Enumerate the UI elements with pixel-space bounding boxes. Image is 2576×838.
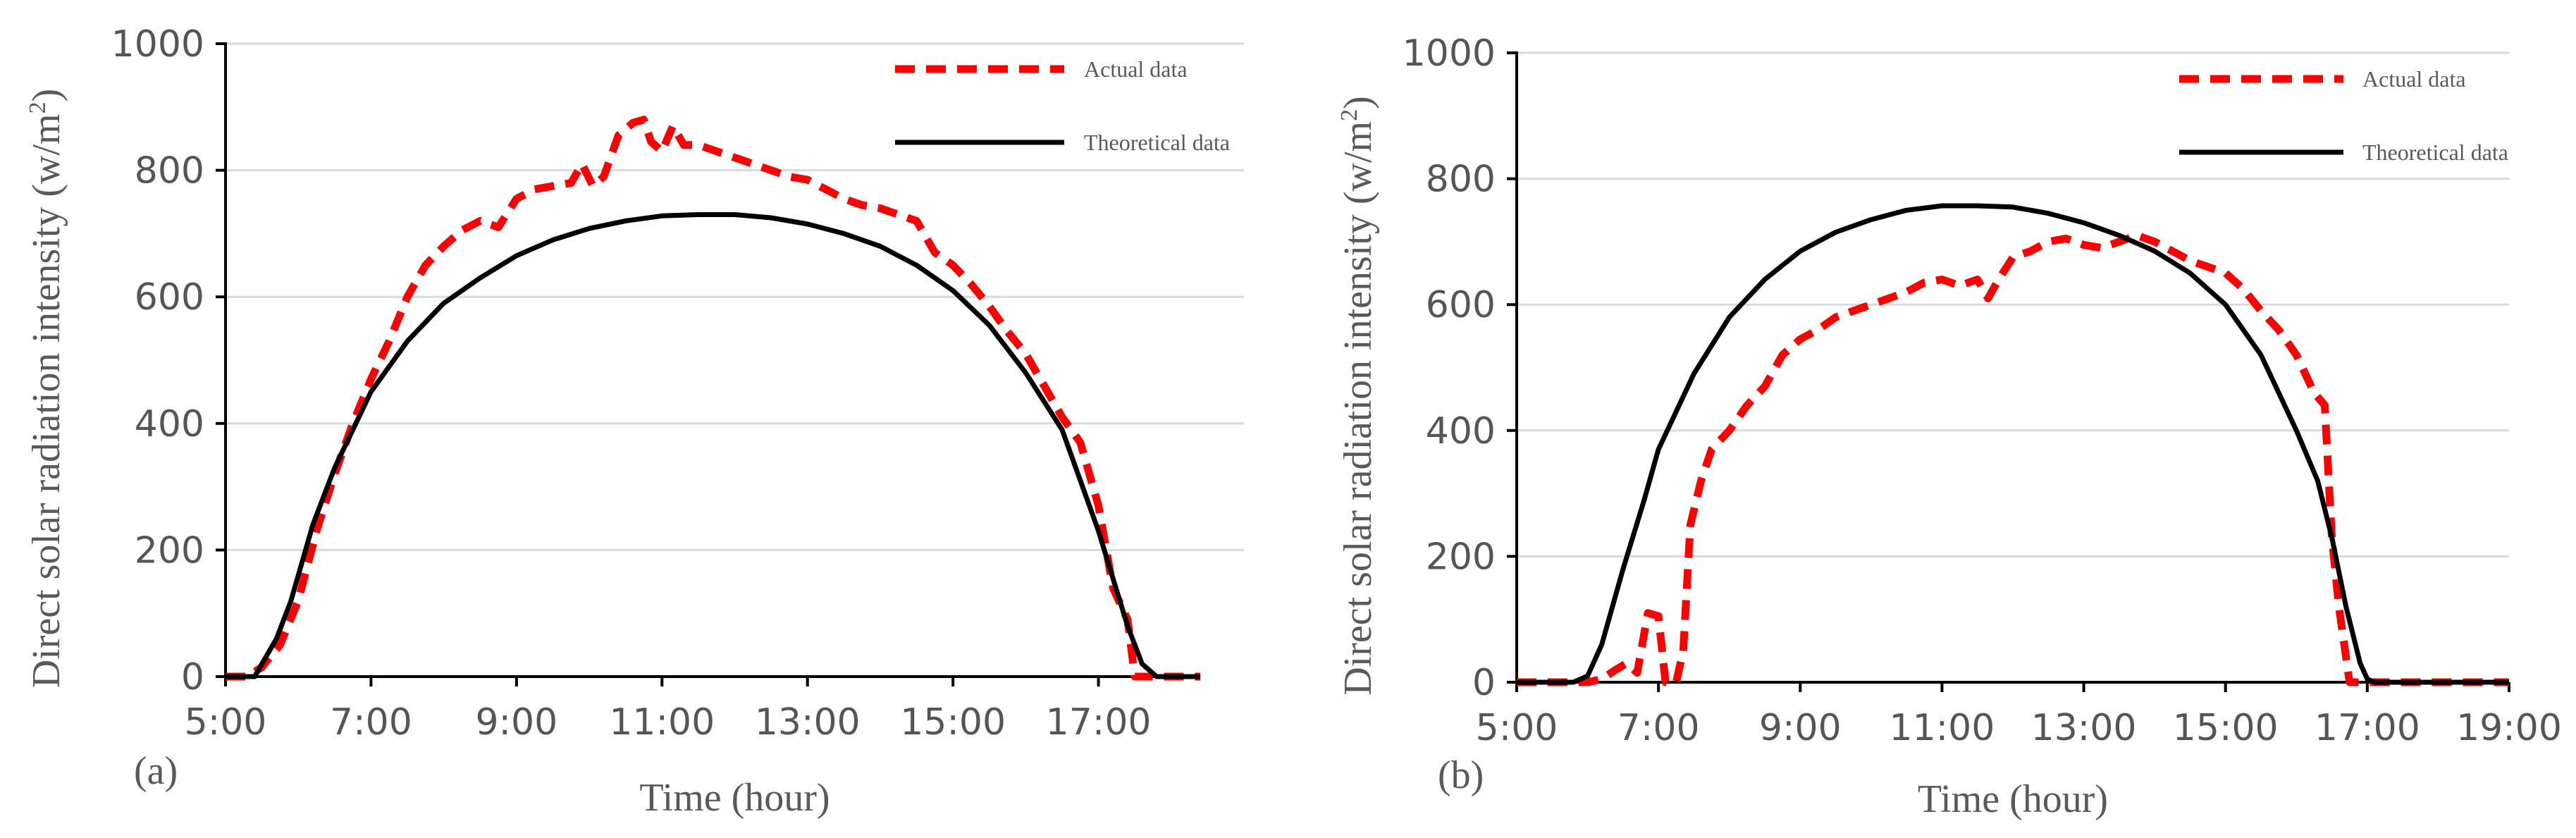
chart-panel-a: 0 200 400 600 800 1000 5:00 7:00 9:00 11:00 13:00 1… bbox=[25, 23, 1244, 820]
series-line-theoretical bbox=[1517, 203, 2509, 685]
x-tick-label: 11:00 bbox=[1889, 707, 1995, 749]
y-tick-label: 400 bbox=[1426, 410, 1496, 452]
x-tick-label: 13:00 bbox=[755, 701, 861, 744]
x-tick-label: 19:00 bbox=[2456, 707, 2562, 749]
x-tick-label: 9:00 bbox=[475, 701, 557, 744]
x-tick-label: 17:00 bbox=[2315, 707, 2420, 749]
legend: Actual data Theoretical data bbox=[2179, 66, 2508, 165]
legend-label-actual: Actual data bbox=[2362, 66, 2466, 92]
x-tick-label: 7:00 bbox=[1617, 707, 1700, 749]
y-tick-label: 1000 bbox=[111, 23, 204, 66]
series-line-actual bbox=[1517, 231, 2509, 686]
x-axis-title: Time (hour) bbox=[1918, 777, 2108, 821]
x-tick-label: 15:00 bbox=[2173, 707, 2279, 749]
y-tick-label: 200 bbox=[135, 529, 204, 572]
panel-label: (b) bbox=[1438, 753, 1484, 797]
x-tick-label: 15:00 bbox=[900, 701, 1006, 744]
series-line-theoretical bbox=[226, 212, 1201, 679]
legend-label-theoretical: Theoretical data bbox=[2362, 140, 2508, 165]
y-axis-title: Direct solar radiation intensity (w/m2) bbox=[25, 89, 68, 689]
x-tick-label: 5:00 bbox=[185, 701, 267, 744]
series-line-actual bbox=[226, 116, 1201, 681]
y-tick-label: 800 bbox=[1426, 159, 1496, 201]
y-tick-label: 200 bbox=[1426, 536, 1496, 578]
y-tick-label: 800 bbox=[135, 150, 204, 192]
legend-label-actual: Actual data bbox=[1084, 56, 1188, 82]
x-tick-label: 11:00 bbox=[609, 701, 715, 744]
y-tick-label: 600 bbox=[135, 276, 204, 319]
chart-panel-b: 0 200 400 600 800 1000 5:00 7:00 9:00 11:00 13:00 1… bbox=[1336, 32, 2562, 821]
x-tick-label: 5:00 bbox=[1476, 707, 1558, 749]
panel-label: (a) bbox=[134, 749, 178, 793]
legend: Actual data Theoretical data bbox=[895, 56, 1230, 155]
y-tick-label: 0 bbox=[181, 656, 204, 698]
legend-label-theoretical: Theoretical data bbox=[1084, 130, 1230, 155]
y-tick-label: 0 bbox=[1472, 662, 1496, 704]
y-tick-label: 1000 bbox=[1403, 32, 1496, 75]
y-axis-title: Direct solar radiation intensity (w/m2) bbox=[1336, 96, 1380, 696]
y-tick-label: 600 bbox=[1426, 284, 1496, 326]
x-tick-label: 9:00 bbox=[1759, 707, 1842, 749]
y-tick-label: 400 bbox=[135, 403, 204, 445]
x-tick-label: 7:00 bbox=[330, 701, 412, 744]
x-tick-label: 17:00 bbox=[1046, 701, 1152, 744]
x-tick-label: 13:00 bbox=[2031, 707, 2137, 749]
x-axis-title: Time (hour) bbox=[639, 776, 830, 820]
